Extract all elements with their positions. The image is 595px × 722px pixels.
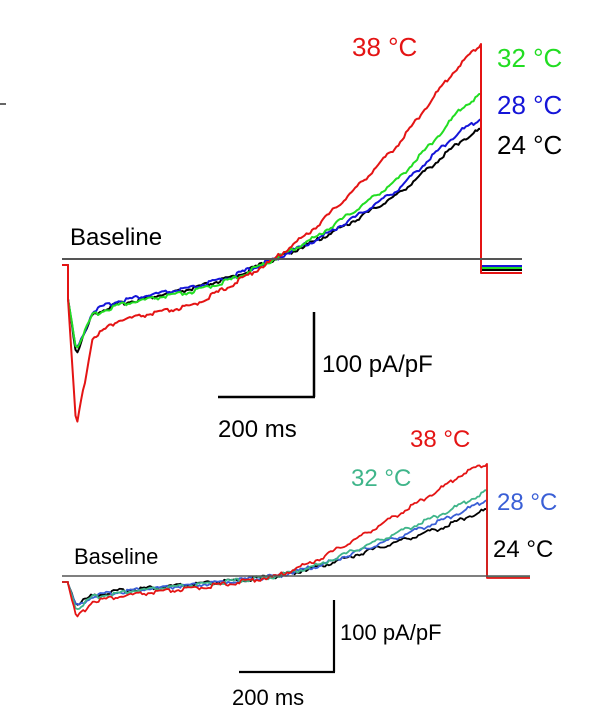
panel-top-label-38: 38 °C [352,32,417,62]
panel-top-trace-32C [62,93,522,349]
panel-top-scalebar-x-label: 200 ms [218,416,297,443]
panel-bottom-traces [62,463,530,618]
panel-bottom-trace-38C [62,463,530,618]
panel-bottom-scalebar-y-label: 100 pA/pF [340,620,442,645]
panel-bottom-baseline-label: Baseline [74,544,158,569]
panel-bottom: Baseline 100 pA/pF 200 ms 38 °C 32 °C 28… [62,426,557,710]
panel-top-label-32: 32 °C [497,43,562,73]
panel-top: Baseline 100 pA/pF 200 ms 38 °C 32 °C 28… [62,32,562,443]
panel-top-baseline-label: Baseline [70,224,162,251]
panel-bottom-label-32: 32 °C [351,465,411,492]
panel-top-scalebar-y-label: 100 pA/pF [322,351,433,378]
panel-bottom-label-38: 38 °C [410,426,470,453]
panel-top-label-28: 28 °C [497,90,562,120]
panel-top-label-24: 24 °C [497,130,562,160]
panel-bottom-label-28: 28 °C [497,489,557,516]
panel-bottom-scalebar-x-label: 200 ms [232,685,304,710]
panel-bottom-label-24: 24 °C [493,536,553,563]
